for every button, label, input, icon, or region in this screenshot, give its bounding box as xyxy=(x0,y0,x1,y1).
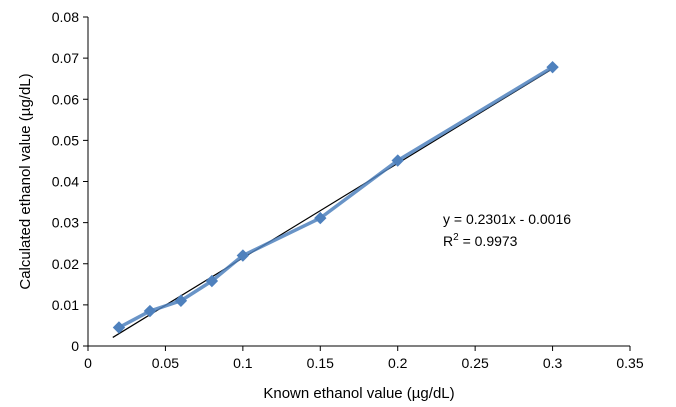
r-squared-label: R2 = 0.9973 xyxy=(443,232,518,249)
data-point-marker xyxy=(236,249,250,262)
y-tick-label: 0.02 xyxy=(52,256,79,272)
y-tick-label: 0.01 xyxy=(52,297,79,313)
x-ticks: 0 0.05 0.1 0.15 0.2 0.25 0.3 0.35 xyxy=(84,346,644,371)
x-tick-label: 0.3 xyxy=(543,355,563,371)
y-ticks: 0 0.01 0.02 0.03 0.04 0.05 0.06 0.07 0.08 xyxy=(52,9,88,354)
x-tick-label: 0.15 xyxy=(307,355,334,371)
x-tick-label: 0.25 xyxy=(462,355,489,371)
x-tick-label: 0.1 xyxy=(233,355,253,371)
trendline xyxy=(112,68,553,338)
r-squared-prefix: R xyxy=(443,233,453,249)
data-point-marker xyxy=(112,321,126,334)
x-tick-label: 0.2 xyxy=(388,355,408,371)
y-tick-label: 0.07 xyxy=(52,50,79,66)
y-axis-title: Calculated ethanol value (µg/dL) xyxy=(17,73,34,289)
data-point-marker xyxy=(174,294,188,307)
y-tick-label: 0.05 xyxy=(52,132,79,148)
y-tick-label: 0 xyxy=(71,338,79,354)
y-tick-label: 0.03 xyxy=(52,215,79,231)
r-squared-value: = 0.9973 xyxy=(459,233,518,249)
y-tick-label: 0.06 xyxy=(52,91,79,107)
x-tick-label: 0.05 xyxy=(152,355,179,371)
x-tick-label: 0.35 xyxy=(616,355,643,371)
series-line xyxy=(118,65,554,330)
r-squared-superscript: 2 xyxy=(453,232,459,243)
data-point-marker xyxy=(391,154,404,167)
y-tick-label: 0.04 xyxy=(52,174,79,190)
data-point-marker xyxy=(546,60,559,74)
y-tick-label: 0.08 xyxy=(52,9,79,25)
x-tick-label: 0 xyxy=(84,355,92,371)
data-point-marker xyxy=(205,274,219,288)
data-point-marker xyxy=(314,211,327,225)
data-points xyxy=(112,60,559,334)
trendline-equation: y = 0.2301x - 0.0016 xyxy=(443,211,571,227)
x-axis-title: Known ethanol value (µg/dL) xyxy=(263,385,454,402)
data-point-marker xyxy=(143,304,157,318)
